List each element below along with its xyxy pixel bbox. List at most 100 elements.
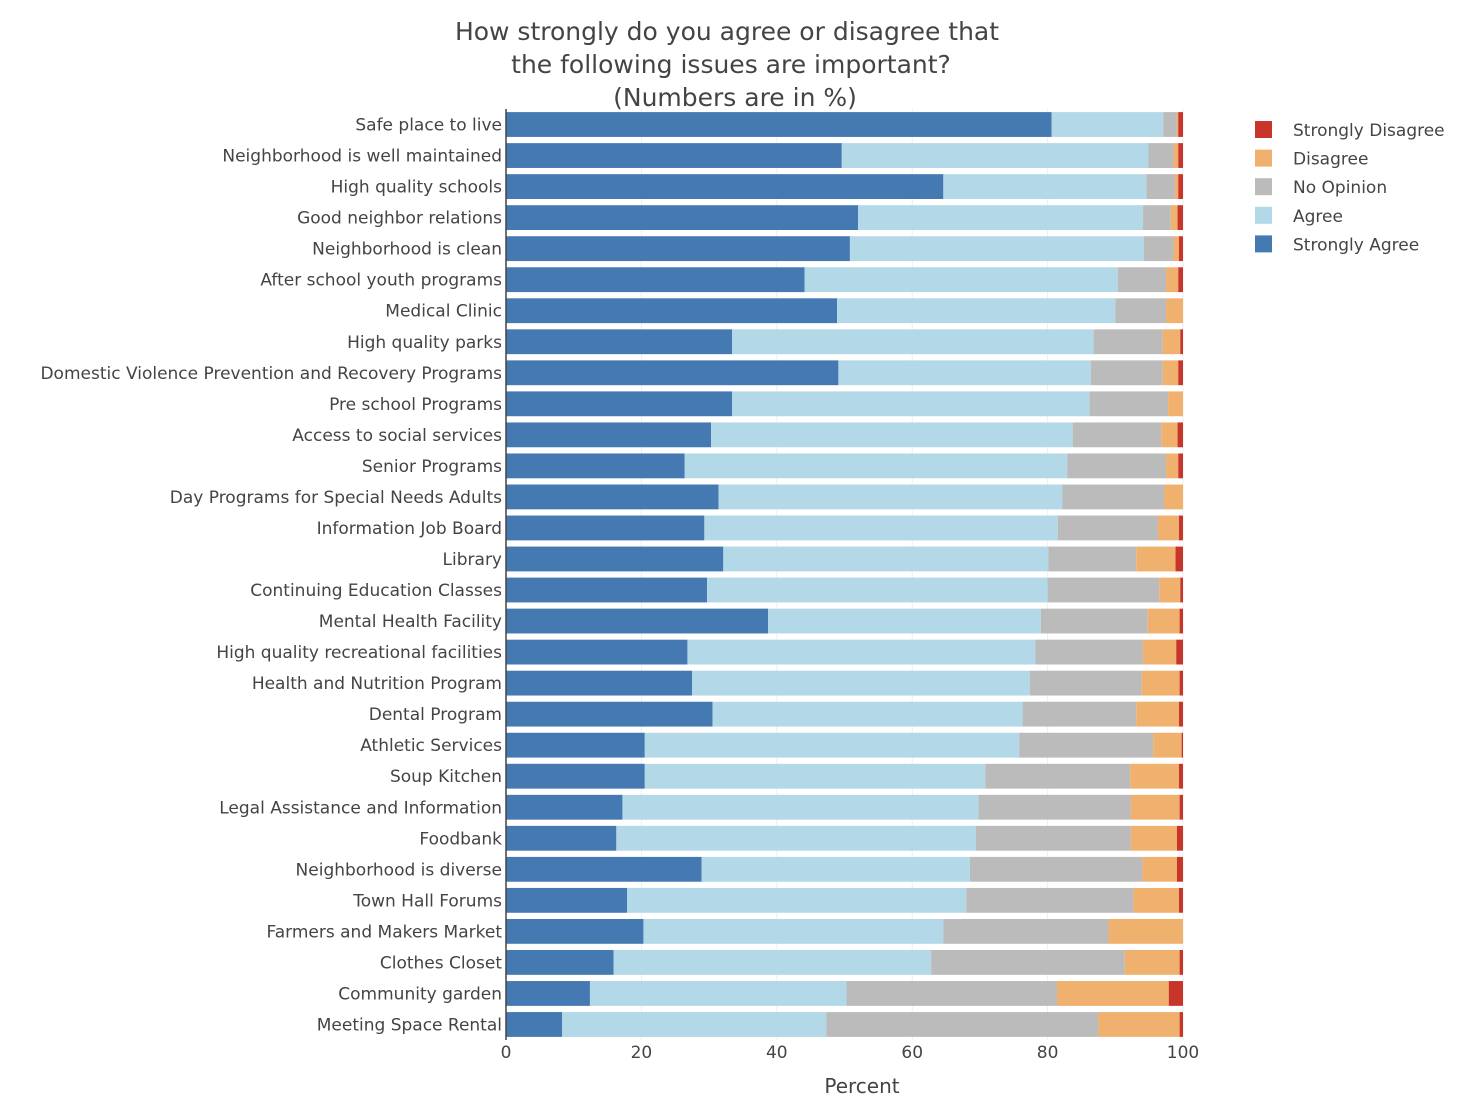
bar-agree-13 — [718, 484, 1063, 510]
bar-strongly-disagree-8 — [1180, 329, 1183, 355]
bar-disagree-24 — [1130, 825, 1177, 851]
y-tick-label: Foodbank — [419, 829, 502, 849]
legend-swatch-disagree — [1255, 149, 1272, 167]
legend-label-no-opinion: No Opinion — [1293, 178, 1387, 198]
bar-strongly-agree-22 — [506, 763, 645, 789]
bar-strongly-agree-1 — [506, 112, 1052, 137]
bar-strongly-disagree-21 — [1181, 732, 1183, 758]
bar-disagree-13 — [1164, 484, 1183, 510]
bar-disagree-2 — [1173, 143, 1179, 168]
bar-strongly-disagree-11 — [1177, 422, 1183, 448]
bar-no-opinion-1 — [1163, 112, 1177, 137]
bar-disagree-7 — [1166, 298, 1183, 324]
bar-agree-29 — [589, 981, 847, 1006]
bar-no-opinion-26 — [966, 887, 1134, 913]
bar-disagree-27 — [1108, 918, 1183, 944]
bar-strongly-disagree-9 — [1178, 360, 1183, 386]
bar-strongly-agree-30 — [506, 1012, 563, 1037]
bar-strongly-disagree-3 — [1178, 174, 1183, 199]
y-tick-label: Pre school Programs — [329, 395, 502, 415]
x-tick-label-0: 0 — [501, 1043, 512, 1063]
bar-agree-5 — [849, 236, 1144, 262]
bar-agree-12 — [684, 453, 1068, 479]
bar-disagree-12 — [1166, 453, 1179, 479]
bar-strongly-disagree-14 — [1178, 515, 1183, 541]
bar-disagree-6 — [1166, 267, 1179, 293]
bar-no-opinion-24 — [975, 825, 1131, 851]
y-tick-label: Neighborhood is well maintained — [222, 147, 502, 167]
bar-agree-18 — [687, 639, 1036, 665]
bar-strongly-agree-21 — [506, 732, 645, 758]
bar-agree-28 — [613, 950, 932, 975]
bar-strongly-disagree-18 — [1176, 639, 1183, 665]
bar-agree-4 — [858, 205, 1144, 231]
y-tick-label: High quality schools — [331, 178, 503, 198]
bar-agree-25 — [701, 856, 970, 882]
y-tick-label: Clothes Closet — [380, 953, 502, 973]
bar-strongly-agree-25 — [506, 856, 702, 882]
y-tick-label: Information Job Board — [317, 519, 502, 539]
bar-strongly-agree-2 — [506, 143, 842, 168]
y-tick-label: Meeting Space Rental — [317, 1015, 502, 1035]
bar-disagree-17 — [1147, 608, 1180, 634]
bar-no-opinion-4 — [1143, 205, 1171, 231]
bar-agree-21 — [644, 732, 1020, 758]
bar-disagree-25 — [1142, 856, 1177, 882]
bar-strongly-agree-18 — [506, 639, 688, 665]
bar-no-opinion-7 — [1115, 298, 1167, 324]
bar-strongly-agree-9 — [506, 360, 839, 386]
bar-agree-15 — [723, 546, 1049, 572]
bar-no-opinion-19 — [1029, 670, 1142, 696]
bar-agree-19 — [692, 670, 1030, 696]
chart-title: How strongly do you agree or disagree th… — [455, 17, 999, 112]
x-axis-ticks: 0 20 40 60 80 100 — [501, 1043, 1200, 1063]
bar-strongly-disagree-20 — [1178, 701, 1183, 727]
x-tick-label-60: 60 — [901, 1043, 923, 1063]
bar-strongly-agree-8 — [506, 329, 733, 355]
bar-strongly-agree-26 — [506, 887, 628, 913]
bar-no-opinion-12 — [1067, 453, 1167, 479]
bar-strongly-agree-24 — [506, 825, 617, 851]
bar-agree-22 — [644, 763, 986, 789]
bar-strongly-disagree-2 — [1178, 143, 1183, 168]
bars — [506, 112, 1183, 1037]
bar-disagree-3 — [1174, 174, 1179, 199]
bar-strongly-agree-4 — [506, 205, 859, 231]
y-tick-label: Access to social services — [292, 426, 502, 446]
bar-agree-17 — [767, 608, 1041, 634]
bar-strongly-agree-14 — [506, 515, 705, 541]
x-gridlines — [640, 109, 1184, 1040]
bar-agree-20 — [712, 701, 1023, 727]
y-tick-label: Neighborhood is diverse — [296, 860, 502, 880]
legend-label-strongly-agree: Strongly Agree — [1293, 235, 1419, 255]
bar-no-opinion-21 — [1019, 732, 1154, 758]
bar-disagree-29 — [1057, 981, 1169, 1006]
bar-strongly-disagree-25 — [1176, 856, 1183, 882]
bar-agree-3 — [943, 174, 1147, 199]
bar-no-opinion-2 — [1148, 143, 1174, 168]
bar-strongly-agree-10 — [506, 391, 733, 417]
bar-strongly-disagree-29 — [1168, 981, 1183, 1006]
bar-no-opinion-9 — [1090, 360, 1163, 386]
legend-swatch-no-opinion — [1255, 178, 1272, 196]
chart-title-line-2: the following issues are important? — [511, 50, 951, 79]
bar-strongly-agree-17 — [506, 608, 768, 634]
y-tick-label: Good neighbor relations — [297, 209, 502, 229]
bar-agree-14 — [704, 515, 1058, 541]
y-tick-label: Health and Nutrition Program — [252, 674, 502, 694]
bar-agree-16 — [707, 577, 1048, 603]
bar-agree-11 — [711, 422, 1073, 448]
bar-strongly-disagree-24 — [1176, 825, 1183, 851]
y-tick-label: Dental Program — [369, 705, 502, 725]
bar-no-opinion-16 — [1047, 577, 1160, 603]
bar-agree-27 — [643, 918, 944, 944]
bar-strongly-disagree-26 — [1178, 887, 1183, 913]
bar-no-opinion-28 — [931, 950, 1125, 975]
bar-strongly-agree-7 — [506, 298, 838, 324]
bar-no-opinion-29 — [846, 981, 1058, 1006]
y-tick-label: Legal Assistance and Information — [219, 798, 502, 818]
bar-strongly-agree-16 — [506, 577, 708, 603]
bar-disagree-18 — [1143, 639, 1177, 665]
bar-strongly-agree-5 — [506, 236, 850, 262]
legend-swatch-strongly-disagree — [1255, 121, 1272, 138]
